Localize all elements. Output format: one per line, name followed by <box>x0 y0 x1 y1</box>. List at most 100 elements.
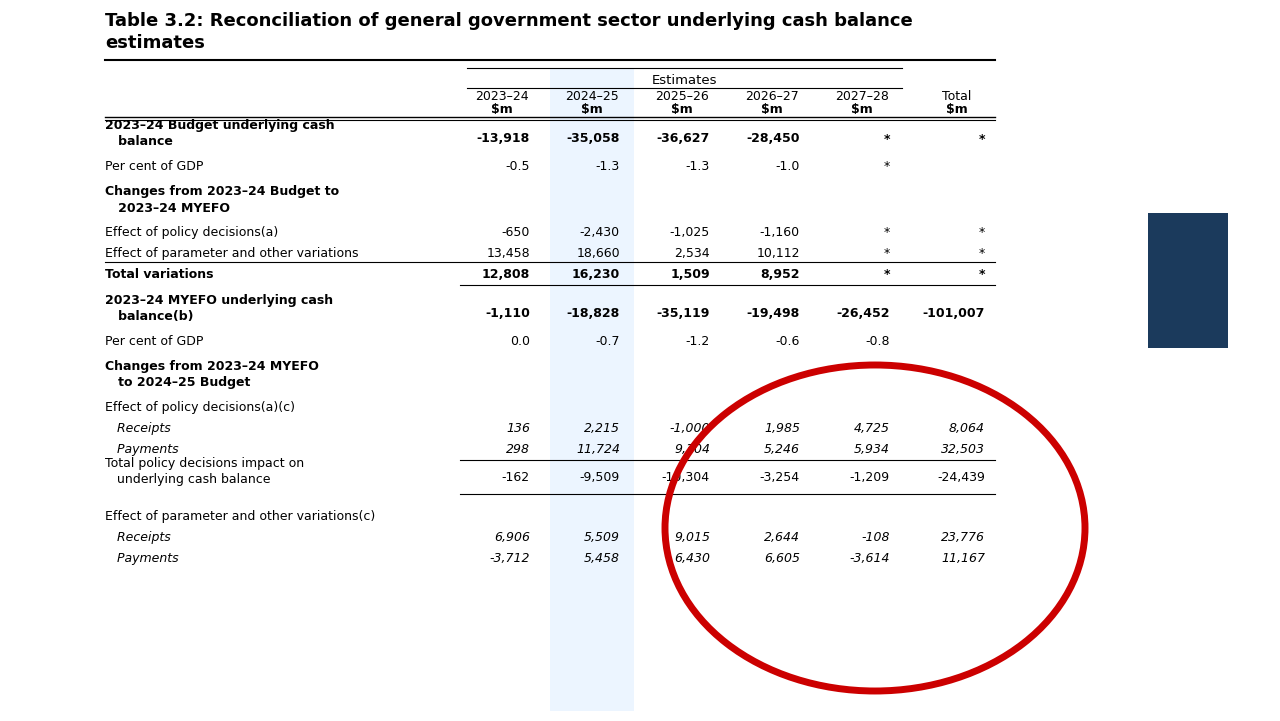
Text: Estimates: Estimates <box>652 74 717 87</box>
Text: 0.0: 0.0 <box>509 335 530 348</box>
Text: *: * <box>883 268 890 281</box>
Text: -26,452: -26,452 <box>837 307 890 320</box>
Text: 298: 298 <box>506 443 530 456</box>
Text: -28,450: -28,450 <box>746 133 800 146</box>
Text: *: * <box>883 226 890 239</box>
Text: -19,498: -19,498 <box>746 307 800 320</box>
Text: *: * <box>883 133 890 146</box>
Text: balance: balance <box>105 135 173 148</box>
Text: *: * <box>979 226 986 239</box>
Text: -1,025: -1,025 <box>669 226 710 239</box>
Text: -2,430: -2,430 <box>580 226 620 239</box>
Text: to 2024–25 Budget: to 2024–25 Budget <box>105 376 251 389</box>
Text: 2,534: 2,534 <box>675 247 710 260</box>
Text: 23,776: 23,776 <box>941 531 986 544</box>
Text: Table 3.2: Reconciliation of general government sector underlying cash balance: Table 3.2: Reconciliation of general gov… <box>105 12 913 30</box>
Text: 18,660: 18,660 <box>576 247 620 260</box>
Text: -13,918: -13,918 <box>476 133 530 146</box>
Text: 1,985: 1,985 <box>764 423 800 435</box>
Text: estimates: estimates <box>105 34 205 52</box>
Text: Effect of policy decisions(a)(c): Effect of policy decisions(a)(c) <box>105 401 294 414</box>
Text: 2023–24 MYEFO: 2023–24 MYEFO <box>105 201 230 215</box>
Text: -0.6: -0.6 <box>776 335 800 348</box>
Text: 10,112: 10,112 <box>756 247 800 260</box>
Text: *: * <box>979 247 986 260</box>
Text: -1.3: -1.3 <box>686 160 710 173</box>
Text: -1,110: -1,110 <box>485 307 530 320</box>
Text: -1.2: -1.2 <box>686 335 710 348</box>
Text: -18,828: -18,828 <box>567 307 620 320</box>
Text: 5,458: 5,458 <box>584 552 620 565</box>
Text: *: * <box>883 247 890 260</box>
Text: 2,644: 2,644 <box>764 531 800 544</box>
Text: Total variations: Total variations <box>105 268 214 281</box>
Text: *: * <box>978 133 986 146</box>
Text: underlying cash balance: underlying cash balance <box>105 473 270 486</box>
Text: -36,627: -36,627 <box>657 133 710 146</box>
Text: 2,215: 2,215 <box>584 423 620 435</box>
Text: Receipts: Receipts <box>105 423 170 435</box>
Bar <box>550 68 634 711</box>
Text: 12,808: 12,808 <box>481 268 530 281</box>
Text: 4,725: 4,725 <box>854 423 890 435</box>
Text: 2026–27: 2026–27 <box>745 90 799 103</box>
Bar <box>1148 213 1228 348</box>
Text: 6,906: 6,906 <box>494 531 530 544</box>
Text: 5,246: 5,246 <box>764 443 800 456</box>
Text: -0.5: -0.5 <box>506 160 530 173</box>
Text: 13,458: 13,458 <box>486 247 530 260</box>
Text: Total: Total <box>942 90 972 103</box>
Text: $m: $m <box>851 103 873 116</box>
Text: 136: 136 <box>506 423 530 435</box>
Text: -162: -162 <box>502 471 530 484</box>
Text: Per cent of GDP: Per cent of GDP <box>105 160 204 173</box>
Text: Effect of parameter and other variations: Effect of parameter and other variations <box>105 247 358 260</box>
Text: 9,304: 9,304 <box>675 443 710 456</box>
Text: 2024–25: 2024–25 <box>566 90 618 103</box>
Text: Changes from 2023–24 Budget to: Changes from 2023–24 Budget to <box>105 185 339 198</box>
Text: $m: $m <box>581 103 603 116</box>
Text: 8,952: 8,952 <box>760 268 800 281</box>
Text: 6,605: 6,605 <box>764 552 800 565</box>
Text: -3,614: -3,614 <box>850 552 890 565</box>
Text: *: * <box>883 160 890 173</box>
Text: -1,160: -1,160 <box>760 226 800 239</box>
Text: Changes from 2023–24 MYEFO: Changes from 2023–24 MYEFO <box>105 360 319 373</box>
Text: Payments: Payments <box>105 443 179 456</box>
Text: -1.3: -1.3 <box>595 160 620 173</box>
Text: 32,503: 32,503 <box>941 443 986 456</box>
Text: 2027–28: 2027–28 <box>835 90 888 103</box>
Text: -650: -650 <box>502 226 530 239</box>
Text: -0.8: -0.8 <box>865 335 890 348</box>
Text: 2025–26: 2025–26 <box>655 90 709 103</box>
Text: Receipts: Receipts <box>105 531 170 544</box>
Text: -9,509: -9,509 <box>580 471 620 484</box>
Text: -101,007: -101,007 <box>923 307 986 320</box>
Text: 5,509: 5,509 <box>584 531 620 544</box>
Text: -108: -108 <box>861 531 890 544</box>
Text: balance(b): balance(b) <box>105 310 193 323</box>
Text: 1,509: 1,509 <box>671 268 710 281</box>
Text: 5,934: 5,934 <box>854 443 890 456</box>
Text: -0.7: -0.7 <box>595 335 620 348</box>
Text: -3,712: -3,712 <box>489 552 530 565</box>
Text: Effect of parameter and other variations(c): Effect of parameter and other variations… <box>105 510 375 523</box>
Text: -1.0: -1.0 <box>776 160 800 173</box>
Text: Payments: Payments <box>105 552 179 565</box>
Text: $m: $m <box>762 103 783 116</box>
Text: 8,064: 8,064 <box>948 423 986 435</box>
Text: 11,167: 11,167 <box>941 552 986 565</box>
Text: Per cent of GDP: Per cent of GDP <box>105 335 204 348</box>
Text: -35,058: -35,058 <box>567 133 620 146</box>
Text: 9,015: 9,015 <box>675 531 710 544</box>
Text: -10,304: -10,304 <box>662 471 710 484</box>
Text: $m: $m <box>492 103 513 116</box>
Text: -24,439: -24,439 <box>937 471 986 484</box>
Text: $m: $m <box>671 103 692 116</box>
Text: -35,119: -35,119 <box>657 307 710 320</box>
Text: 6,430: 6,430 <box>675 552 710 565</box>
Text: *: * <box>978 268 986 281</box>
Text: 11,724: 11,724 <box>576 443 620 456</box>
Text: -1,209: -1,209 <box>850 471 890 484</box>
Text: Effect of policy decisions(a): Effect of policy decisions(a) <box>105 226 278 239</box>
